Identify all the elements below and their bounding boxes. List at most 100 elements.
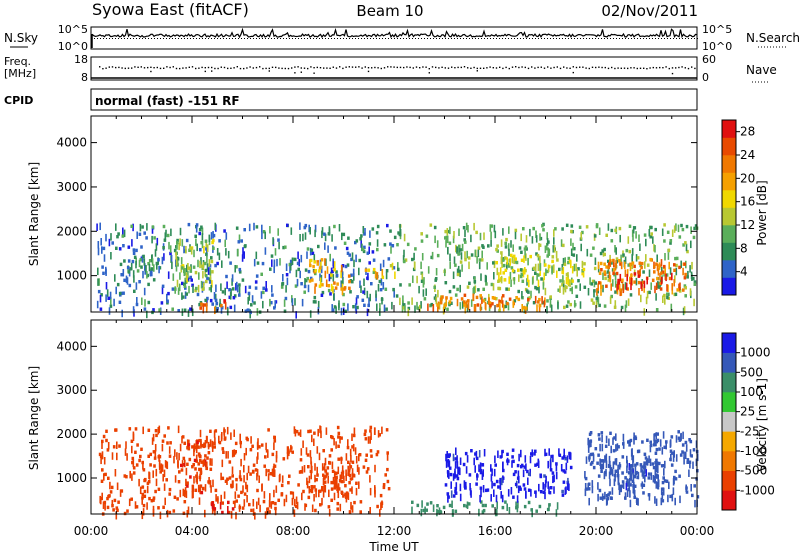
velocity-cell <box>347 460 350 464</box>
power-cell <box>691 273 693 281</box>
velocity-cell <box>601 434 603 443</box>
velocity-cell <box>506 452 509 456</box>
power-cell <box>169 251 172 256</box>
power-cell <box>325 258 327 266</box>
power-cell <box>351 280 354 284</box>
power-cell <box>579 301 582 309</box>
power-cell <box>121 309 123 318</box>
velocity-cell <box>313 431 316 435</box>
freq-dot <box>233 67 235 69</box>
nsearch-dot <box>325 38 326 39</box>
power-cell <box>184 268 186 276</box>
nsearch-dot <box>691 38 692 39</box>
power-cell <box>354 240 357 245</box>
velocity-cell <box>533 452 536 456</box>
nsearch-dot <box>697 38 698 39</box>
freq-dot <box>345 66 347 68</box>
power-cell <box>618 259 621 263</box>
power-cell <box>517 268 520 272</box>
velocity-cell <box>337 490 340 499</box>
nsearch-dot <box>412 38 413 39</box>
freq-dot <box>524 66 526 69</box>
colorbar-tick-label: 100 <box>740 385 763 399</box>
power-cell <box>414 262 416 270</box>
power-cell <box>303 284 307 289</box>
power-cell <box>499 267 502 275</box>
power-cell <box>422 280 425 288</box>
power-cell <box>655 308 659 312</box>
velocity-cell <box>274 507 277 516</box>
power-cell <box>166 299 169 303</box>
power-cell <box>453 231 455 239</box>
velocity-cell <box>339 436 341 444</box>
nsearch-dot <box>562 38 563 39</box>
nsearch-dot <box>514 38 515 39</box>
power-cell <box>371 250 375 254</box>
cpid-panel-frame <box>90 88 698 111</box>
power-cell <box>470 253 474 257</box>
velocity-cell <box>131 460 134 465</box>
power-cell <box>650 225 653 230</box>
power-cell <box>236 281 238 290</box>
power-cell <box>463 303 466 307</box>
colorbar-tick-label: 16 <box>740 195 755 209</box>
velocity-cell <box>358 453 360 462</box>
power-cell <box>675 256 679 261</box>
power-cell <box>537 273 540 277</box>
nsearch-dot <box>550 38 551 39</box>
freq-dot <box>547 66 549 68</box>
velocity-cell <box>346 494 349 498</box>
power-cell <box>380 297 384 301</box>
velocity-cell <box>602 496 606 500</box>
nsearch-dot <box>433 38 434 39</box>
power-cell <box>306 276 309 281</box>
velocity-cell <box>213 441 216 445</box>
freq-dot <box>556 66 558 68</box>
velocity-cell <box>444 483 448 487</box>
power-cell <box>656 254 658 262</box>
power-cell <box>411 257 414 262</box>
power-cell <box>682 243 685 247</box>
velocity-cell <box>269 493 271 501</box>
velocity-cell <box>374 490 376 498</box>
power-cell <box>372 267 376 272</box>
power-cell <box>331 283 333 292</box>
velocity-cell <box>632 455 635 463</box>
nsearch-dot <box>661 38 662 39</box>
power-cell <box>333 268 336 272</box>
freq-dot <box>492 67 494 69</box>
power-cell <box>312 264 315 269</box>
velocity-cell <box>330 487 334 491</box>
velocity-cell <box>454 461 457 469</box>
power-cell <box>546 238 549 246</box>
velocity-cell <box>132 433 135 441</box>
power-cell <box>495 261 498 265</box>
nsearch-dot <box>601 38 602 39</box>
power-cell <box>575 263 577 271</box>
freq-dot <box>428 72 430 74</box>
velocity-cell <box>635 462 639 466</box>
power-cell <box>508 248 510 257</box>
power-cell <box>586 248 589 257</box>
velocity-cell <box>561 493 565 497</box>
power-cell <box>502 228 504 236</box>
power-cell <box>123 229 126 238</box>
power-cell <box>329 292 332 296</box>
velocity-cell <box>693 484 696 488</box>
power-cell <box>362 290 365 294</box>
power-cell <box>238 283 241 287</box>
power-cell <box>131 259 135 264</box>
velocity-cell <box>135 505 139 509</box>
velocity-cell <box>123 474 127 478</box>
velocity-cell <box>662 476 665 480</box>
freq-dot <box>502 67 504 70</box>
power-cell <box>689 265 691 273</box>
velocity-cell <box>669 449 673 453</box>
power-cell <box>195 286 198 291</box>
power-cell <box>237 240 241 244</box>
freq-dot <box>614 67 616 70</box>
velocity-cell <box>182 463 185 467</box>
velocity-cell <box>349 488 352 492</box>
velocity-cell <box>495 494 498 503</box>
power-cell <box>368 246 370 254</box>
